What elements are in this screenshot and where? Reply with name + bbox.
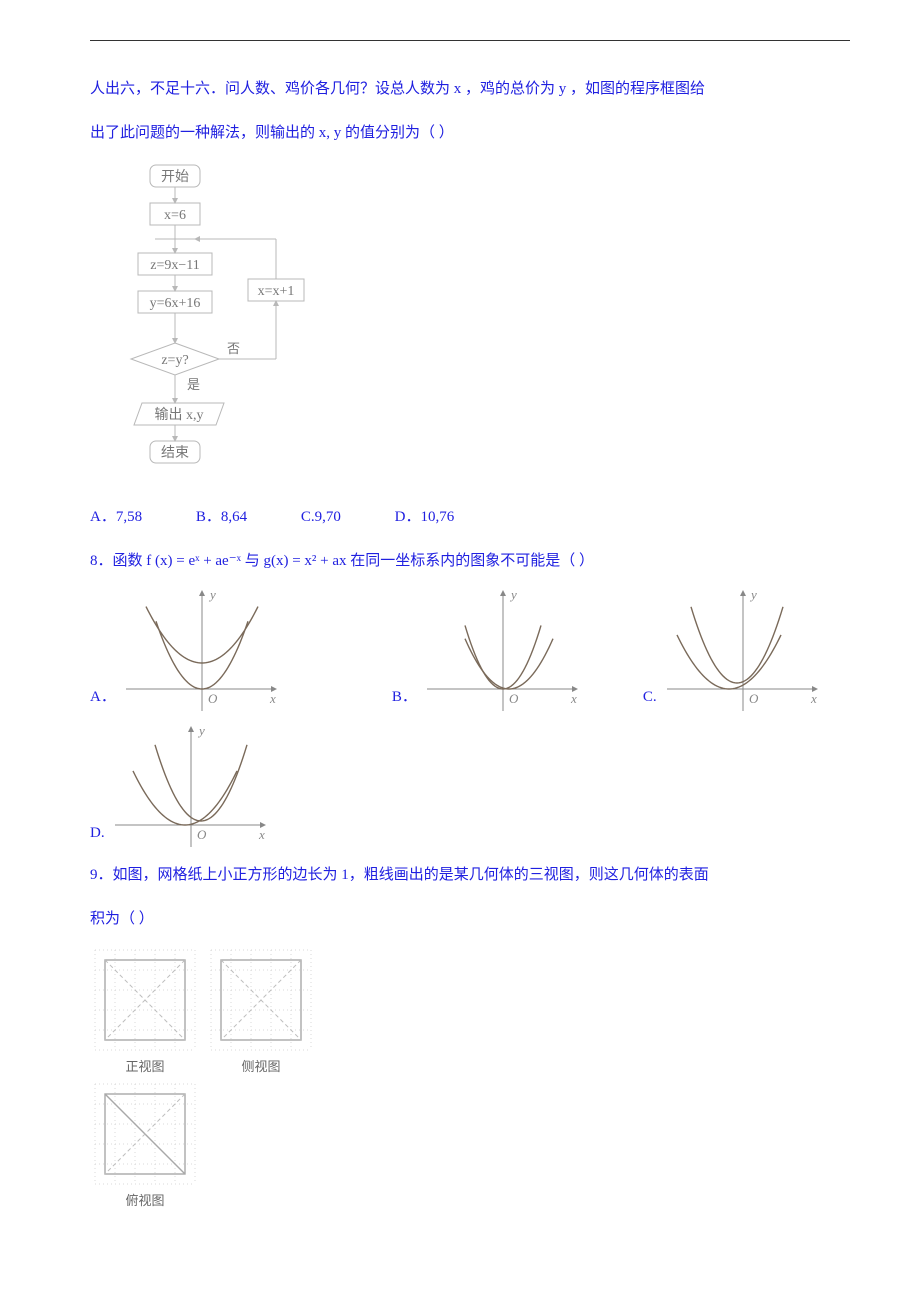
svg-text:俯视图: 俯视图 — [125, 1193, 164, 1208]
q9-line-2: 积为（ ） — [90, 901, 850, 937]
svg-text:y: y — [197, 723, 205, 738]
svg-text:x=6: x=6 — [164, 208, 186, 223]
intro-line-2: 出了此问题的一种解法，则输出的 x, y 的值分别为（ ） — [90, 115, 850, 151]
q7-opt-d-val: 10,76 — [420, 509, 454, 525]
svg-text:y: y — [208, 587, 216, 602]
q8-graph-c: x y O — [663, 585, 823, 715]
q7-opt-c: C.9,70 — [301, 499, 341, 535]
svg-text:x=x+1: x=x+1 — [258, 284, 295, 299]
three-view-block: 正视图 侧视图 俯视图 — [90, 945, 850, 1209]
svg-text:x: x — [258, 827, 265, 842]
svg-text:O: O — [509, 691, 519, 706]
q8-label-a: A． — [90, 679, 116, 715]
q8-label-d: D. — [90, 815, 105, 851]
svg-text:是: 是 — [187, 377, 200, 392]
q7-opt-a-val: 7,58 — [116, 509, 142, 525]
q8-graph-d: x y O — [111, 721, 271, 851]
q7-opt-a: A．7,58 — [90, 499, 142, 535]
svg-text:x: x — [269, 691, 276, 706]
flowchart-svg: 开始 x=6 z=9x−11 y=6x+16 x=x+1 z=y? 输出 x,y 结束 是 否 — [90, 159, 350, 479]
svg-text:输出 x,y: 输出 x,y — [155, 407, 204, 423]
svg-text:正视图: 正视图 — [125, 1059, 164, 1074]
svg-text:x: x — [570, 691, 577, 706]
svg-text:y=6x+16: y=6x+16 — [150, 296, 201, 311]
svg-text:z=y?: z=y? — [161, 353, 188, 368]
header-rule — [90, 40, 850, 41]
svg-text:y: y — [749, 587, 757, 602]
svg-text:O: O — [197, 827, 207, 842]
three-view-side: 侧视图 — [206, 945, 316, 1075]
svg-text:开始: 开始 — [161, 169, 189, 185]
three-view-front: 正视图 — [90, 945, 200, 1075]
svg-text:O: O — [749, 691, 759, 706]
q9-line-1: 9．如图，网格纸上小正方形的边长为 1，粗线画出的是某几何体的三视图，则这几何体… — [90, 857, 850, 893]
q7-opt-d: D．10,76 — [395, 499, 455, 535]
q8-graph-row-2: D. x y O — [90, 721, 850, 851]
svg-text:y: y — [509, 587, 517, 602]
q8-label-b: B． — [392, 679, 417, 715]
flowchart: 开始 x=6 z=9x−11 y=6x+16 x=x+1 z=y? 输出 x,y 结束 是 否 — [90, 159, 850, 493]
q7-opt-c-val: 9,70 — [315, 509, 341, 525]
svg-text:x: x — [810, 691, 817, 706]
svg-text:z=9x−11: z=9x−11 — [150, 258, 200, 273]
q7-opt-b: B．8,64 — [196, 499, 247, 535]
svg-text:O: O — [208, 691, 218, 706]
svg-text:侧视图: 侧视图 — [241, 1059, 280, 1074]
q8-graph-row-1: A． x y O B． x y O C. x y O — [90, 585, 850, 715]
q8-label-c: C. — [643, 679, 657, 715]
three-view-top: 俯视图 — [90, 1079, 200, 1209]
q8-text: 8．函数 f (x) = eˣ + ae⁻ˣ 与 g(x) = x² + ax … — [90, 543, 850, 579]
svg-text:结束: 结束 — [161, 445, 189, 461]
intro-line-1: 人出六，不足十六．问人数、鸡价各几何？设总人数为 x ，鸡的总价为 y ，如图的… — [90, 71, 850, 107]
q7-opt-b-val: 8,64 — [221, 509, 247, 525]
svg-text:否: 否 — [227, 341, 240, 356]
q7-options: A．7,58 B．8,64 C.9,70 D．10,76 — [90, 499, 850, 535]
q8-graph-b: x y O — [423, 585, 583, 715]
q8-graph-a: x y O — [122, 585, 282, 715]
